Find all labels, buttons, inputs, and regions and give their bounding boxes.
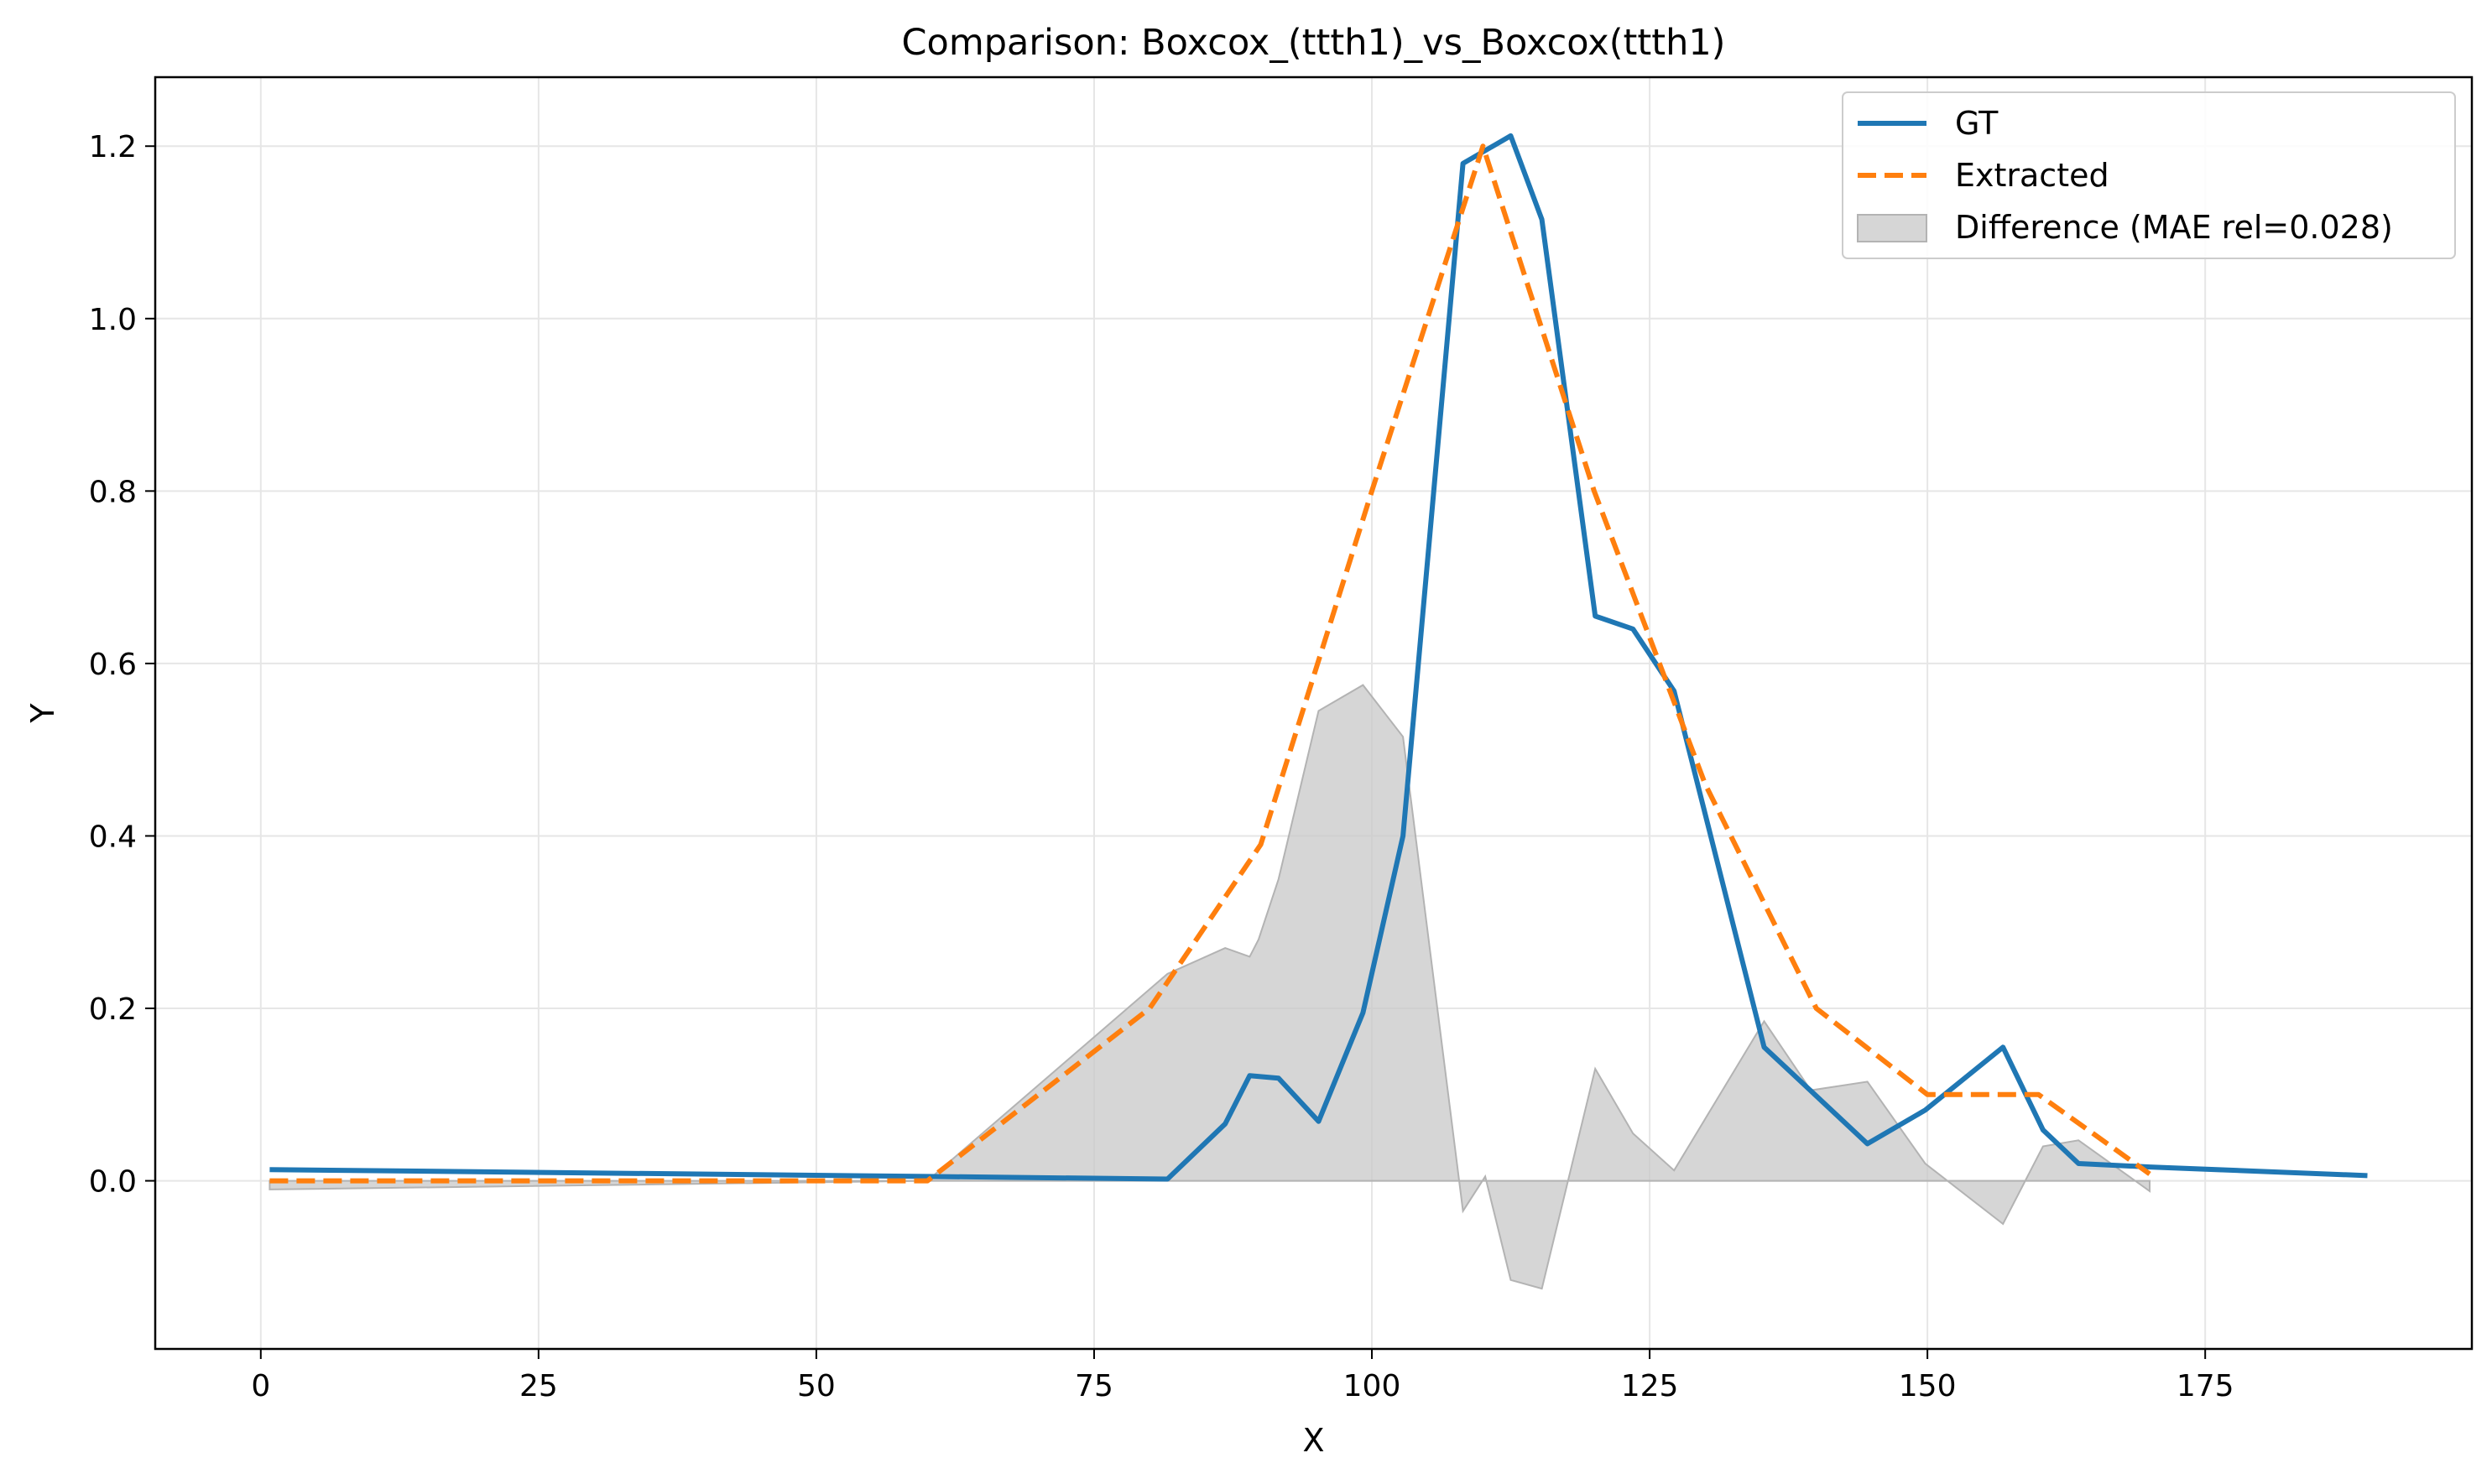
y-tick-label: 1.0 <box>89 303 137 337</box>
y-tick-label: 0.4 <box>89 820 137 854</box>
legend-label: Difference (MAE rel=0.028) <box>1955 209 2393 246</box>
legend-label: GT <box>1955 105 1999 142</box>
plot-frame <box>154 76 2474 1351</box>
y-tick-label: 0.8 <box>89 475 137 509</box>
axis-ticks: 0 25 50 75 100 125 150 175 0.0 0.2 0.4 0.6 0.8 1.0 1.2 <box>89 130 2234 1403</box>
y-tick-label: 0.2 <box>89 992 137 1027</box>
x-tick-label: 175 <box>2177 1369 2234 1403</box>
x-tick-label: 125 <box>1621 1369 1679 1403</box>
legend-label: Extracted <box>1955 157 2109 194</box>
x-tick-label: 75 <box>1075 1369 1113 1403</box>
plot-series <box>268 133 2368 1290</box>
legend: GT Extracted Difference (MAE rel=0.028) <box>1842 91 2456 259</box>
legend-box <box>1842 91 2456 259</box>
x-tick-label: 0 <box>251 1369 270 1403</box>
legend-swatch-difference <box>1857 214 1927 242</box>
y-tick-label: 1.2 <box>89 130 137 164</box>
x-axis-label: X <box>1302 1422 1324 1459</box>
y-axis-label: Y <box>24 703 61 724</box>
y-tick-label: 0.6 <box>89 648 137 682</box>
gt-series-line <box>269 133 2368 1182</box>
y-tick-label: 0.0 <box>89 1165 137 1200</box>
x-tick-label: 100 <box>1343 1369 1401 1403</box>
x-tick-label: 25 <box>519 1369 558 1403</box>
x-tick-label: 50 <box>797 1369 836 1403</box>
difference-area <box>268 684 2151 1290</box>
extracted-series-line <box>269 143 2151 1184</box>
chart-title: Comparison: Boxcox_(ttth1)_vs_Boxcox(ttt… <box>902 22 1726 64</box>
x-tick-label: 150 <box>1899 1369 1957 1403</box>
